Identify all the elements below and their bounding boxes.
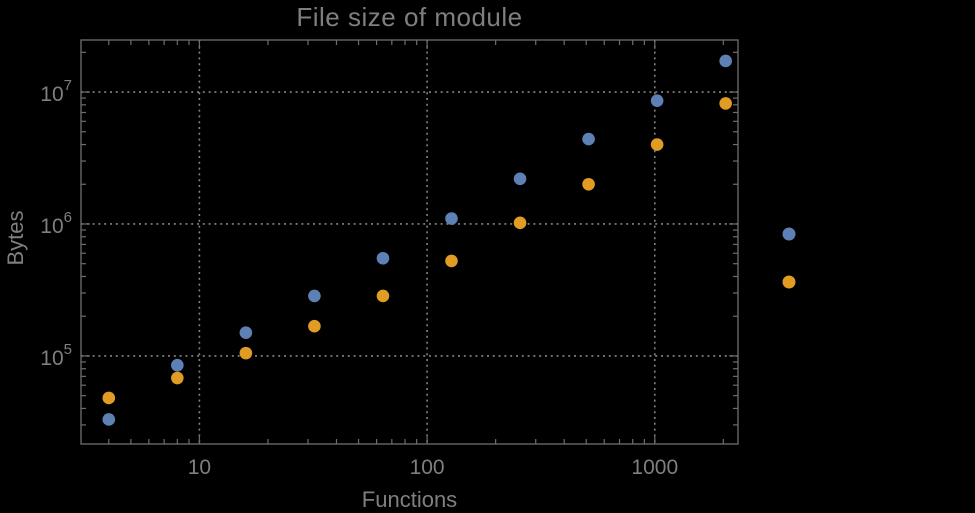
plot-frame: [80, 39, 739, 445]
data-point-series-2-orange: [376, 289, 390, 303]
data-point-series-1-blue: [239, 326, 253, 339]
data-point-series-1-blue: [171, 358, 184, 372]
data-point-series-2-orange: [582, 177, 595, 191]
data-point-series-2-orange: [171, 371, 184, 385]
x-tick-label: 10: [188, 456, 211, 479]
data-point-series-1-blue: [719, 54, 732, 68]
data-point-series-1-blue: [376, 251, 390, 265]
data-point-series-2-orange: [719, 97, 732, 110]
legend-marker-1: [782, 227, 796, 241]
data-point-series-2-orange: [650, 138, 664, 151]
data-point-series-2-orange: [239, 346, 253, 360]
data-point-series-2-orange: [102, 391, 116, 405]
y-tick-label: 106: [40, 209, 72, 238]
legend-marker-2: [782, 275, 796, 289]
data-point-series-2-orange: [308, 319, 321, 333]
y-tick-label: 105: [40, 341, 72, 370]
chart-title: File size of module: [296, 2, 523, 32]
y-tick-label: 107: [40, 77, 72, 106]
data-point-series-1-blue: [582, 132, 595, 146]
data-point-series-1-blue: [650, 94, 664, 107]
x-axis-label: Functions: [361, 487, 458, 512]
data-point-series-2-orange: [513, 216, 527, 230]
data-point-series-1-blue: [308, 289, 321, 303]
data-point-series-2-orange: [445, 254, 458, 268]
x-tick-label: 100: [410, 456, 445, 479]
data-point-series-1-blue: [513, 172, 527, 186]
data-point-series-1-blue: [445, 212, 458, 225]
x-tick-label: 1000: [631, 456, 678, 479]
data-point-series-1-blue: [102, 413, 116, 426]
